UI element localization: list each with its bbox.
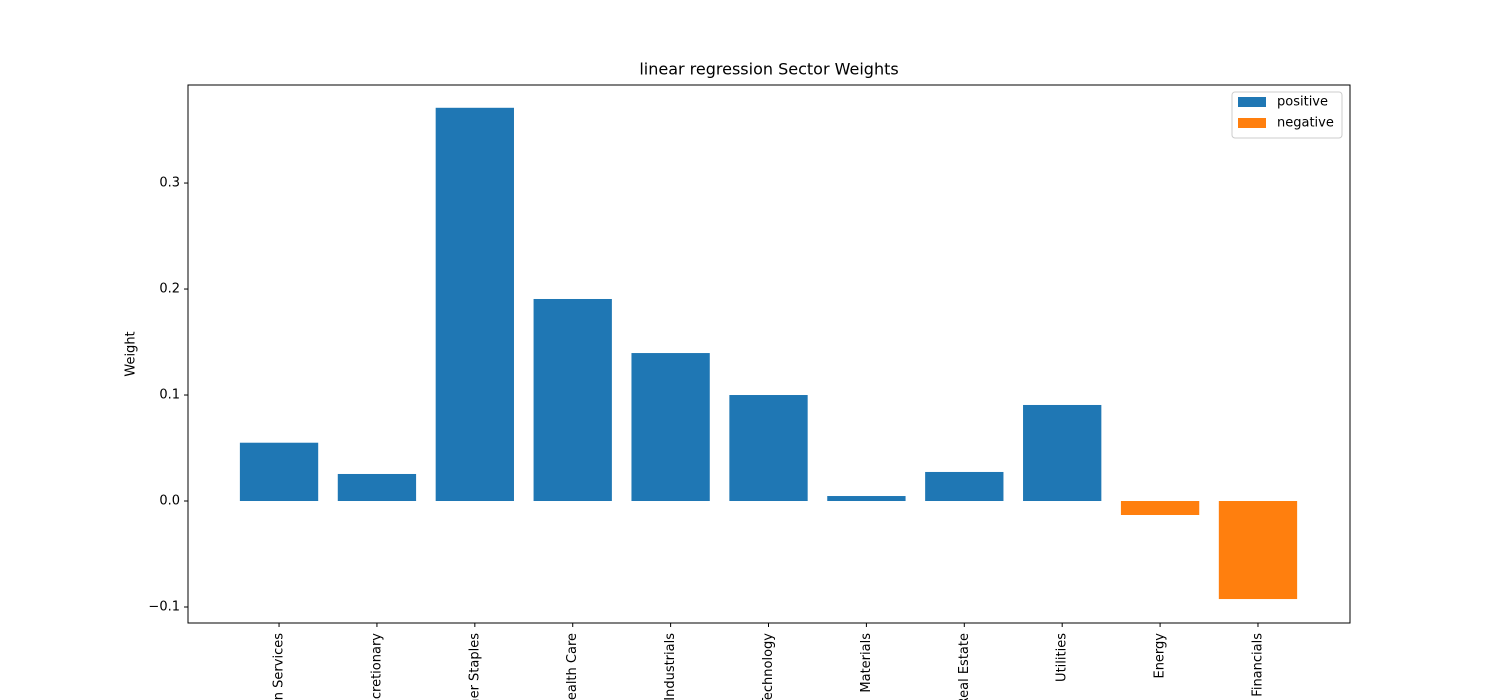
chart-title: linear regression Sector Weights bbox=[639, 60, 898, 79]
y-tick-label: 0.0 bbox=[159, 494, 180, 509]
x-tick-label: Communication Services bbox=[272, 633, 287, 700]
x-tick-label: Health Care bbox=[565, 633, 580, 700]
x-tick-label: Utilities bbox=[1055, 633, 1070, 682]
bar bbox=[239, 442, 319, 502]
x-tick-label: Information Technology bbox=[761, 633, 776, 700]
x-tick-label: Consumer Staples bbox=[467, 633, 482, 700]
bar bbox=[337, 473, 417, 502]
x-tick-label: Energy bbox=[1153, 633, 1168, 679]
y-tick-label: 0.1 bbox=[159, 388, 180, 403]
x-tick-label: Financials bbox=[1250, 633, 1265, 697]
bar bbox=[435, 107, 514, 502]
bar bbox=[925, 471, 1004, 502]
y-axis-label: Weight bbox=[124, 331, 139, 376]
legend-swatch bbox=[1238, 97, 1266, 107]
bar bbox=[631, 353, 710, 502]
x-tick-label: Consumer Discretionary bbox=[369, 633, 384, 700]
legend-label: negative bbox=[1277, 116, 1334, 131]
bar bbox=[1120, 501, 1200, 515]
y-tick-label: −0.1 bbox=[148, 599, 180, 614]
bar bbox=[1023, 404, 1102, 502]
plot-frame bbox=[187, 84, 1351, 624]
y-tick-label: 0.3 bbox=[159, 176, 180, 191]
bar bbox=[729, 395, 808, 502]
bar bbox=[1218, 501, 1298, 600]
x-tick-label: Real Estate bbox=[957, 633, 972, 700]
legend-swatch bbox=[1238, 118, 1266, 128]
bar bbox=[827, 496, 906, 502]
legend-label: positive bbox=[1277, 95, 1328, 110]
bar bbox=[533, 298, 612, 502]
x-tick-label: Industrials bbox=[663, 633, 678, 700]
y-tick-label: 0.2 bbox=[159, 282, 180, 297]
x-tick-label: Materials bbox=[859, 633, 874, 693]
